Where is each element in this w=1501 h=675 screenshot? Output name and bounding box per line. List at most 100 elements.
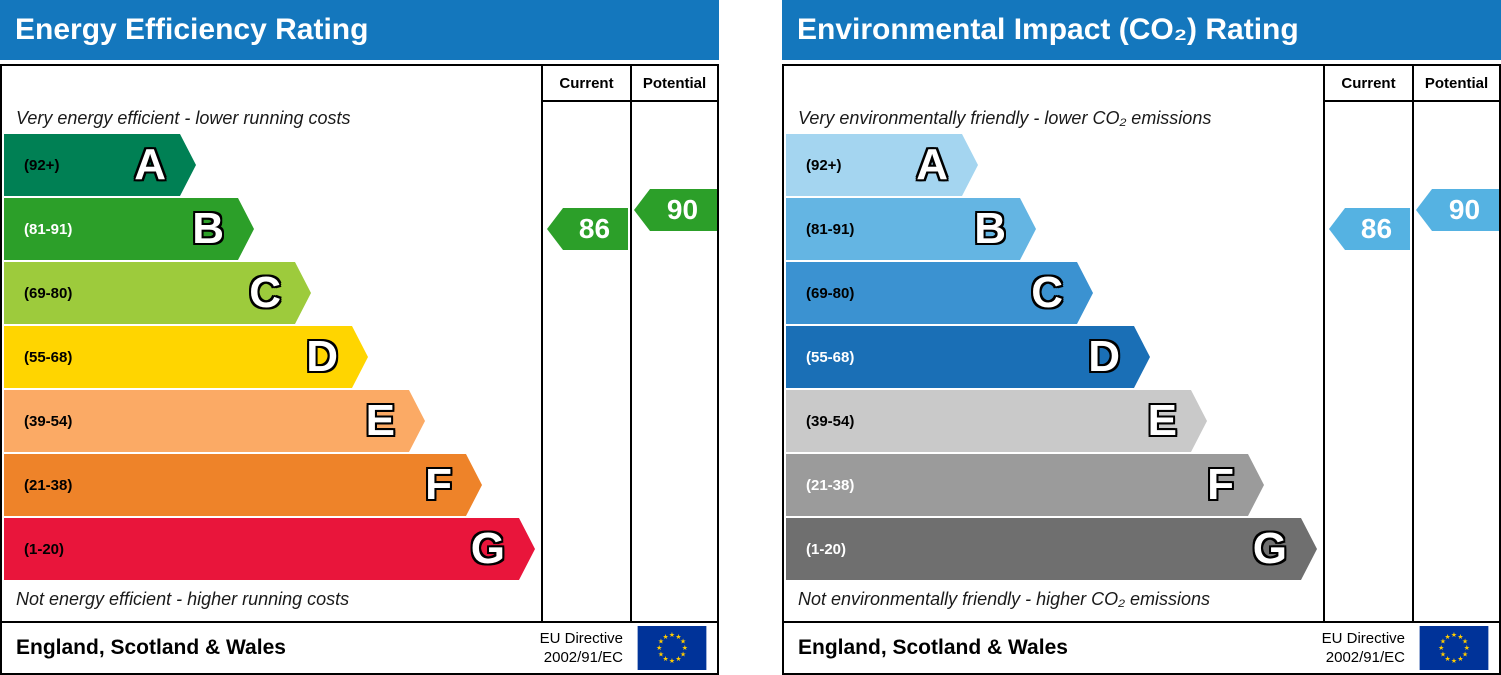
band-letter: G [470, 524, 505, 573]
band-range-label: (69-80) [806, 284, 855, 302]
band-bar: (39-54) E [4, 390, 425, 452]
chart-title: Environmental Impact (CO₂) Rating [782, 0, 1501, 60]
band-range-label: (1-20) [24, 540, 65, 558]
band-range-label: (21-38) [24, 476, 73, 494]
current-column-header: Current [1325, 66, 1412, 102]
band-letter: A [134, 140, 166, 189]
rating-table: Current Potential Very environmentally f… [782, 64, 1501, 675]
current-rating-arrow: 86 [547, 208, 628, 250]
band-b: (81-91) B [4, 198, 535, 260]
band-range-label: (92+) [806, 156, 842, 174]
footer: England, Scotland & Wales EU Directive 2… [2, 621, 717, 673]
svg-text:★: ★ [1440, 638, 1446, 646]
svg-text:★: ★ [682, 644, 688, 652]
band-f: (21-38) F [4, 454, 535, 516]
potential-rating-arrow: 90 [1416, 189, 1499, 231]
svg-text:★: ★ [656, 644, 662, 652]
band-range-label: (1-20) [806, 540, 847, 558]
band-letter: E [365, 396, 395, 445]
band-bar: (69-80) C [4, 262, 311, 324]
svg-text:★: ★ [1440, 650, 1446, 658]
current-column-header: Current [543, 66, 630, 102]
band-letter: E [1147, 396, 1177, 445]
svg-text:★: ★ [669, 631, 675, 639]
band-e: (39-54) E [786, 390, 1317, 452]
rating-bands: (92+) A (81-91) B (69-80) C (55-68) [4, 134, 535, 582]
band-d: (55-68) D [786, 326, 1317, 388]
chart-title: Energy Efficiency Rating [0, 0, 719, 60]
svg-text:★: ★ [1457, 655, 1463, 663]
top-note: Very energy efficient - lower running co… [16, 108, 351, 128]
potential-rating-value: 90 [666, 194, 699, 225]
band-letter: F [425, 460, 452, 509]
environmental-impact-panel: Environmental Impact (CO₂) Rating Curren… [782, 0, 1501, 675]
svg-text:★: ★ [680, 638, 686, 646]
band-letter: A [916, 140, 948, 189]
svg-text:★: ★ [1438, 644, 1444, 652]
column-divider [1323, 66, 1325, 621]
band-e: (39-54) E [4, 390, 535, 452]
eu-directive-label: EU Directive 2002/91/EC [540, 629, 623, 668]
footer-region-label: England, Scotland & Wales [798, 636, 1068, 659]
band-letter: D [306, 332, 338, 381]
svg-text:★: ★ [1462, 650, 1468, 658]
svg-text:★: ★ [1445, 655, 1451, 663]
svg-text:★: ★ [1464, 644, 1470, 652]
column-divider [1412, 66, 1414, 621]
potential-column-header: Potential [1414, 66, 1499, 102]
band-letter: B [192, 204, 224, 253]
band-letter: C [249, 268, 281, 317]
band-bar: (81-91) B [4, 198, 254, 260]
band-letter: G [1252, 524, 1287, 573]
band-range-label: (69-80) [24, 284, 73, 302]
svg-text:★: ★ [1457, 633, 1463, 641]
eu-flag-icon: ★ ★ ★ ★ ★ ★ ★ ★ ★ ★ ★ ★ [1419, 626, 1489, 670]
svg-text:★: ★ [1451, 657, 1457, 665]
band-bar: (21-38) F [786, 454, 1264, 516]
svg-text:★: ★ [663, 633, 669, 641]
eu-flag-icon: ★ ★ ★ ★ ★ ★ ★ ★ ★ ★ ★ ★ [637, 626, 707, 670]
bottom-note: Not energy efficient - higher running co… [16, 589, 350, 609]
bottom-note: Not environmentally friendly - higher CO… [798, 589, 1211, 609]
current-rating-value: 86 [578, 213, 611, 244]
column-divider [630, 66, 632, 621]
band-g: (1-20) G [786, 518, 1317, 580]
band-bar: (81-91) B [786, 198, 1036, 260]
band-letter: B [974, 204, 1006, 253]
band-c: (69-80) C [786, 262, 1317, 324]
band-d: (55-68) D [4, 326, 535, 388]
band-letter: D [1088, 332, 1120, 381]
potential-column-header: Potential [632, 66, 717, 102]
footer-region-label: England, Scotland & Wales [16, 636, 286, 659]
rating-table: Current Potential Very energy efficient … [0, 64, 719, 675]
band-letter: F [1207, 460, 1234, 509]
band-bar: (55-68) D [4, 326, 368, 388]
energy-efficiency-panel: Energy Efficiency Rating Current Potenti… [0, 0, 719, 675]
svg-text:★: ★ [1462, 638, 1468, 646]
rating-bands: (92+) A (81-91) B (69-80) C (55-68) [786, 134, 1317, 582]
svg-text:★: ★ [663, 655, 669, 663]
eu-directive-line2: 2002/91/EC [1325, 649, 1405, 666]
band-b: (81-91) B [786, 198, 1317, 260]
potential-rating-arrow: 90 [634, 189, 717, 231]
column-divider [541, 66, 543, 621]
current-rating-arrow: 86 [1329, 208, 1410, 250]
band-range-label: (81-91) [24, 220, 73, 238]
band-bar: (55-68) D [786, 326, 1150, 388]
band-c: (69-80) C [4, 262, 535, 324]
eu-directive-line2: 2002/91/EC [543, 649, 623, 666]
svg-text:★: ★ [675, 655, 681, 663]
footer: England, Scotland & Wales EU Directive 2… [784, 621, 1499, 673]
band-bar: (1-20) G [786, 518, 1317, 580]
band-a: (92+) A [4, 134, 535, 196]
svg-text:★: ★ [658, 638, 664, 646]
band-bar: (1-20) G [4, 518, 535, 580]
svg-text:★: ★ [658, 650, 664, 658]
band-range-label: (55-68) [806, 348, 855, 366]
band-bar: (92+) A [4, 134, 196, 196]
band-range-label: (81-91) [806, 220, 855, 238]
band-range-label: (39-54) [24, 412, 73, 430]
band-range-label: (92+) [24, 156, 60, 174]
band-range-label: (39-54) [806, 412, 855, 430]
band-a: (92+) A [786, 134, 1317, 196]
